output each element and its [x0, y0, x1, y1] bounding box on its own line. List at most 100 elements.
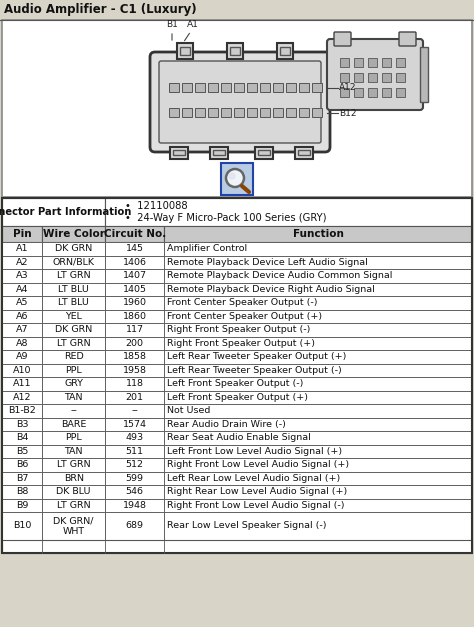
Bar — [280, 47, 290, 55]
Bar — [164, 512, 472, 540]
Bar — [2, 458, 42, 472]
Text: TAN: TAN — [64, 393, 83, 402]
Bar — [368, 73, 377, 82]
Text: BARE: BARE — [61, 419, 86, 429]
Bar — [382, 58, 391, 67]
Bar — [42, 431, 105, 445]
FancyBboxPatch shape — [150, 52, 330, 152]
Bar — [105, 198, 472, 226]
Bar — [234, 83, 244, 92]
Bar — [170, 147, 188, 159]
Bar — [164, 337, 472, 350]
Text: A8: A8 — [16, 339, 28, 348]
Bar — [2, 445, 42, 458]
Bar — [105, 377, 164, 391]
Text: DK BLU: DK BLU — [56, 487, 91, 496]
Text: A2: A2 — [16, 258, 28, 266]
Text: B7: B7 — [16, 474, 28, 483]
Bar — [368, 58, 377, 67]
Text: A3: A3 — [16, 271, 28, 280]
Bar — [105, 445, 164, 458]
Bar — [105, 485, 164, 498]
Bar — [164, 350, 472, 364]
Bar — [42, 310, 105, 323]
Circle shape — [229, 173, 235, 179]
Text: Rear Seat Audio Enable Signal: Rear Seat Audio Enable Signal — [167, 433, 311, 442]
Text: --: -- — [131, 406, 138, 415]
Text: B8: B8 — [16, 487, 28, 496]
Bar — [42, 418, 105, 431]
Text: Remote Playback Device Audio Common Signal: Remote Playback Device Audio Common Sign… — [167, 271, 392, 280]
Text: 511: 511 — [126, 447, 144, 456]
Bar — [182, 108, 192, 117]
Bar — [2, 540, 472, 553]
Bar — [42, 391, 105, 404]
Bar — [42, 364, 105, 377]
Bar — [42, 350, 105, 364]
Text: Connector Part Information: Connector Part Information — [0, 207, 131, 217]
Bar — [164, 310, 472, 323]
Text: •  12110088: • 12110088 — [126, 201, 188, 211]
Bar — [2, 350, 42, 364]
Text: Front Center Speaker Output (+): Front Center Speaker Output (+) — [167, 312, 322, 321]
Text: B9: B9 — [16, 501, 28, 510]
Text: GRY: GRY — [64, 379, 83, 388]
Bar — [105, 323, 164, 337]
Text: 599: 599 — [126, 474, 144, 483]
Text: B3: B3 — [16, 419, 28, 429]
Bar — [354, 88, 363, 97]
Text: DK GRN: DK GRN — [55, 245, 92, 253]
Text: A12: A12 — [13, 393, 31, 402]
Text: PPL: PPL — [65, 366, 82, 375]
Text: LT GRN: LT GRN — [57, 339, 91, 348]
Circle shape — [226, 169, 244, 187]
Bar — [164, 226, 472, 242]
Bar — [2, 296, 42, 310]
Text: A5: A5 — [16, 298, 28, 307]
Text: 200: 200 — [126, 339, 144, 348]
Text: A9: A9 — [16, 352, 28, 361]
Bar — [312, 83, 322, 92]
Bar — [396, 58, 405, 67]
Text: Left Front Speaker Output (-): Left Front Speaker Output (-) — [167, 379, 303, 388]
Bar — [105, 283, 164, 296]
Bar — [169, 108, 179, 117]
Text: 1406: 1406 — [123, 258, 147, 266]
Bar — [42, 296, 105, 310]
Bar — [42, 377, 105, 391]
Bar — [2, 198, 472, 553]
Bar — [164, 498, 472, 512]
Text: A11: A11 — [13, 379, 31, 388]
Bar — [2, 498, 42, 512]
Text: B6: B6 — [16, 460, 28, 469]
Bar — [382, 88, 391, 97]
Bar — [42, 242, 105, 255]
Bar — [2, 198, 105, 226]
Bar — [164, 283, 472, 296]
Text: Audio Amplifier - C1 (Luxury): Audio Amplifier - C1 (Luxury) — [4, 4, 197, 16]
Bar — [221, 108, 231, 117]
Bar — [164, 472, 472, 485]
Text: 1405: 1405 — [123, 285, 147, 294]
Text: 1948: 1948 — [123, 501, 147, 510]
Text: A12: A12 — [339, 83, 356, 93]
Bar — [105, 226, 164, 242]
Text: Function: Function — [292, 229, 344, 239]
Bar — [368, 88, 377, 97]
Bar — [340, 58, 349, 67]
Bar — [105, 242, 164, 255]
Text: 1574: 1574 — [123, 419, 147, 429]
Bar — [208, 108, 218, 117]
Bar — [2, 20, 472, 197]
Bar — [260, 83, 270, 92]
Bar — [2, 337, 42, 350]
Text: Left Rear Tweeter Speaker Output (-): Left Rear Tweeter Speaker Output (-) — [167, 366, 342, 375]
Bar — [396, 73, 405, 82]
Text: Right Front Low Level Audio Signal (+): Right Front Low Level Audio Signal (+) — [167, 460, 349, 469]
Text: A6: A6 — [16, 312, 28, 321]
Text: Remote Playback Device Right Audio Signal: Remote Playback Device Right Audio Signa… — [167, 285, 375, 294]
Text: Wire Color: Wire Color — [43, 229, 105, 239]
Bar — [164, 296, 472, 310]
Bar — [42, 485, 105, 498]
Bar — [42, 323, 105, 337]
